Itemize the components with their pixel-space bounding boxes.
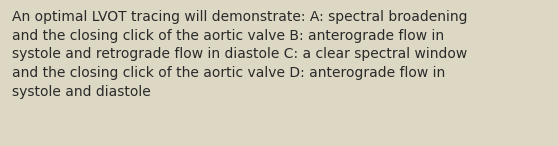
Text: An optimal LVOT tracing will demonstrate: A: spectral broadening
and the closing: An optimal LVOT tracing will demonstrate… [12,10,468,99]
